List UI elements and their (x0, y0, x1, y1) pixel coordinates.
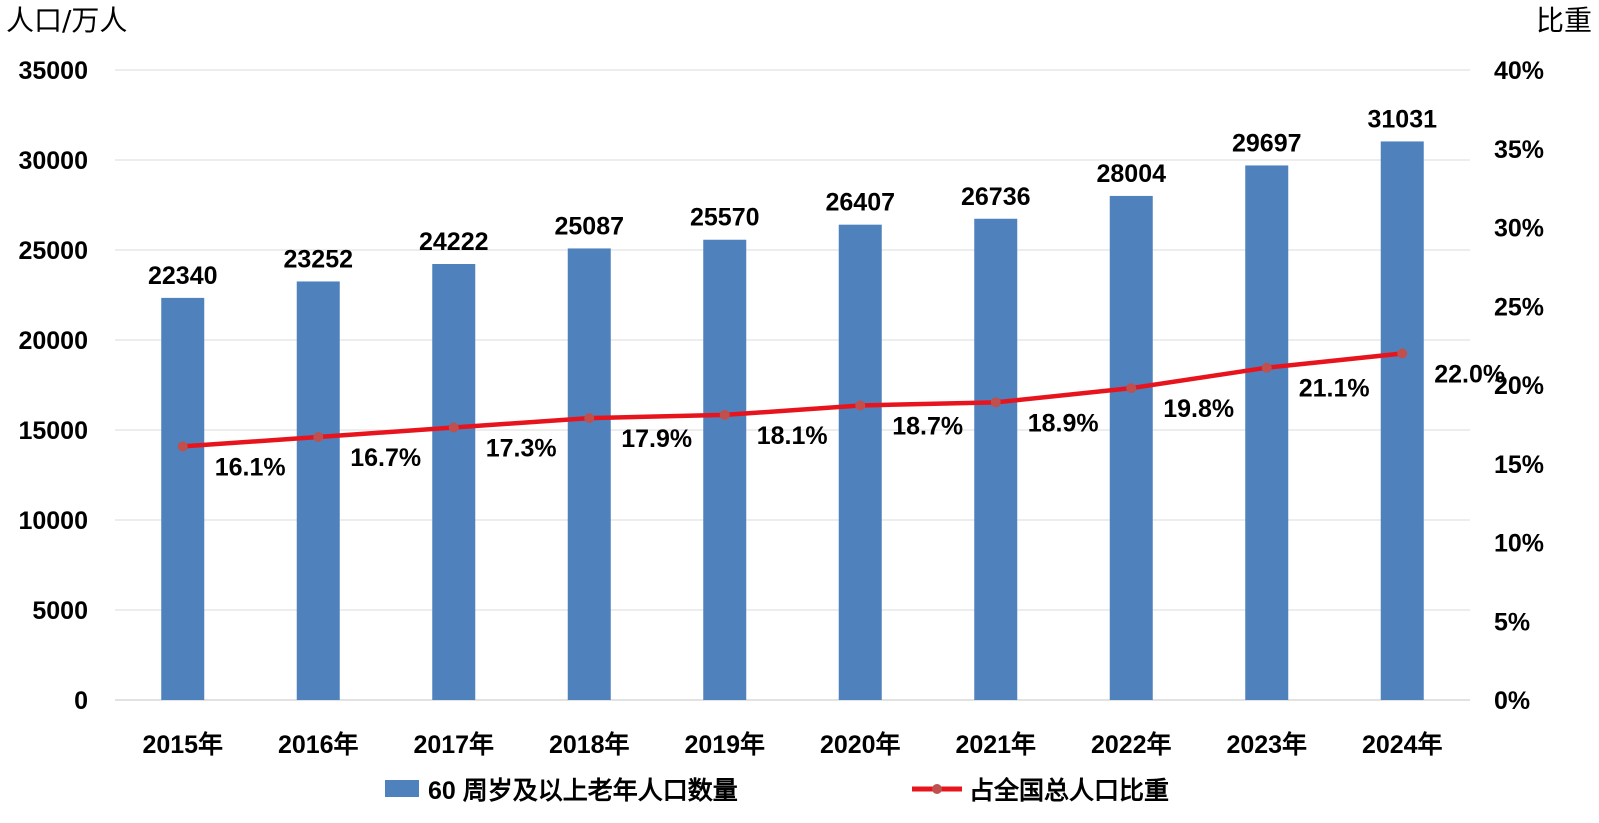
bar-2023 (1245, 165, 1289, 701)
x-tick-2016: 2016年 (278, 730, 359, 759)
bar-value-label-2021: 26736 (961, 183, 1031, 211)
line-value-label-2018: 17.9% (621, 425, 692, 453)
line-value-label-2022: 19.8% (1163, 395, 1234, 423)
x-tick-2020: 2020年 (820, 730, 901, 759)
right-tick-40: 40% (1494, 57, 1544, 85)
bar-2017 (432, 264, 476, 700)
left-tick-20000: 20000 (18, 327, 88, 355)
left-axis-ticks: 0 5000 10000 15000 20000 25000 30000 35000 (18, 57, 88, 715)
left-tick-5000: 5000 (32, 597, 88, 625)
ratio-line (180, 351, 1405, 449)
x-axis-ticks: 2015年 2016年 2017年 2018年 2019年 2020年 2021年 2022年… (142, 730, 1442, 759)
left-tick-25000: 25000 (18, 237, 88, 265)
x-tick-2017: 2017年 (413, 730, 494, 759)
legend-line-label: 占全国总人口比重 (969, 776, 1169, 805)
right-axis-title: 比重 (1536, 4, 1592, 37)
line-value-label-2015: 16.1% (215, 453, 286, 481)
legend-line-marker (932, 784, 942, 794)
bar-value-label-2015: 22340 (148, 262, 218, 290)
x-tick-2022: 2022年 (1091, 730, 1172, 759)
left-tick-0: 0 (74, 687, 88, 715)
bar-2016 (296, 281, 340, 700)
right-tick-0: 0% (1494, 687, 1530, 715)
line-value-label-2021: 18.9% (1028, 409, 1099, 437)
bar-series (161, 141, 1424, 701)
bar-value-label-2023: 29697 (1232, 129, 1302, 157)
gridlines (115, 69, 1470, 701)
left-tick-30000: 30000 (18, 147, 88, 175)
bar-2022 (1109, 195, 1153, 701)
right-tick-5: 5% (1494, 608, 1530, 636)
line-point-2018 (584, 413, 595, 424)
x-tick-2024: 2024年 (1362, 730, 1443, 759)
bar-2018 (567, 248, 611, 700)
line-series (177, 348, 1408, 452)
bar-value-label-2024: 31031 (1367, 105, 1437, 133)
line-value-label-2024: 22.0% (1434, 361, 1505, 389)
line-point-2024 (1397, 348, 1408, 359)
line-data-labels: 16.1% 16.7% 17.3% 17.9% 18.1% 18.7% 18.9% 19.8%… (215, 361, 1505, 482)
right-tick-10: 10% (1494, 530, 1544, 558)
legend-bar-swatch (385, 780, 419, 797)
bar-value-label-2018: 25087 (554, 212, 624, 240)
bar-value-label-2017: 24222 (419, 228, 489, 256)
bar-2019 (703, 239, 747, 701)
legend-bar-label: 60 周岁及以上老年人口数量 (428, 776, 738, 805)
bar-value-label-2016: 23252 (283, 245, 353, 273)
right-tick-30: 30% (1494, 215, 1544, 243)
line-point-2015 (177, 441, 188, 452)
left-tick-15000: 15000 (18, 417, 88, 445)
x-tick-2021: 2021年 (955, 730, 1036, 759)
line-value-label-2017: 17.3% (486, 435, 557, 463)
right-tick-35: 35% (1494, 136, 1544, 164)
x-tick-2019: 2019年 (684, 730, 765, 759)
right-tick-20: 20% (1494, 372, 1544, 400)
line-value-label-2023: 21.1% (1299, 375, 1370, 403)
bar-2015 (161, 297, 205, 700)
left-tick-10000: 10000 (18, 507, 88, 535)
bar-2021 (974, 218, 1018, 700)
right-axis-ticks: 0% 5% 10% 15% 20% 25% 30% 35% 40% (1494, 57, 1544, 715)
x-tick-2015: 2015年 (142, 730, 223, 759)
left-axis-title: 人口/万人 (6, 4, 127, 37)
line-point-2022 (1126, 383, 1137, 394)
left-tick-35000: 35000 (18, 57, 88, 85)
line-value-label-2019: 18.1% (757, 422, 828, 450)
line-point-2021 (990, 397, 1001, 408)
bar-2020 (838, 224, 882, 700)
line-value-label-2020: 18.7% (892, 412, 963, 440)
bar-2024 (1380, 141, 1424, 700)
line-value-label-2016: 16.7% (350, 444, 421, 472)
bar-value-label-2020: 26407 (825, 189, 895, 217)
line-point-2020 (855, 400, 866, 411)
line-point-2019 (719, 409, 730, 420)
line-point-2023 (1261, 362, 1272, 373)
x-tick-2018: 2018年 (549, 730, 630, 759)
bar-value-label-2019: 25570 (690, 204, 760, 232)
line-point-2016 (313, 431, 324, 442)
right-tick-25: 25% (1494, 293, 1544, 321)
x-tick-2023: 2023年 (1226, 730, 1307, 759)
line-point-2017 (448, 422, 459, 433)
bar-value-label-2022: 28004 (1096, 160, 1166, 188)
bar-data-labels: 22340 23252 24222 25087 25570 26407 26736 28004… (148, 105, 1437, 289)
legend: 60 周岁及以上老年人口数量 占全国总人口比重 (385, 776, 1169, 805)
right-tick-15: 15% (1494, 451, 1544, 479)
